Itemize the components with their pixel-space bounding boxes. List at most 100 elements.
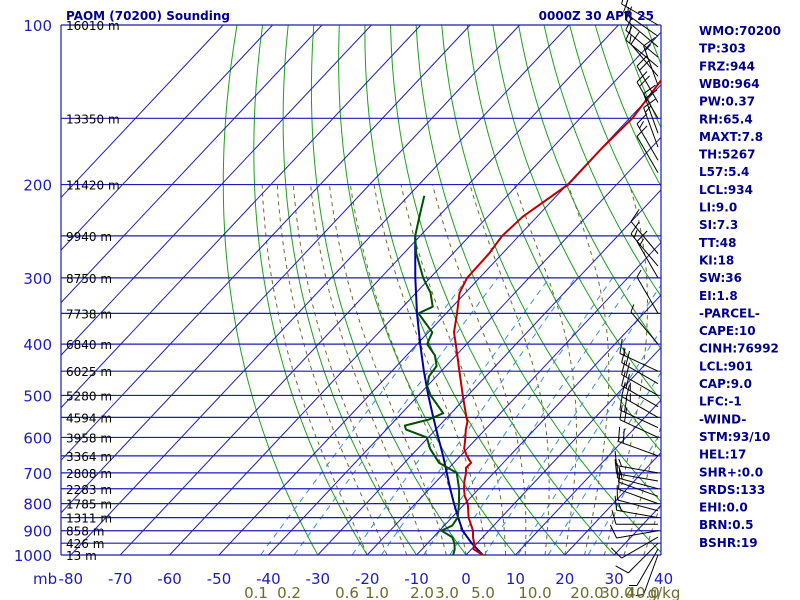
pressure-tick-label: 600 bbox=[23, 429, 52, 447]
wind-barb bbox=[609, 524, 659, 539]
temperature-tick-label: 30 bbox=[605, 570, 624, 588]
pressure-tick-label: 500 bbox=[23, 388, 52, 406]
mixing-ratio-tick-label: 5.0 bbox=[471, 584, 495, 600]
wind-barb bbox=[610, 536, 659, 559]
index-value: TT:48 bbox=[699, 236, 737, 250]
height-tick-label: 3958 m bbox=[66, 431, 112, 445]
pressure-unit-label: mb bbox=[33, 570, 57, 588]
height-tick-label: 9940 m bbox=[66, 230, 112, 244]
index-value: CINH:76992 bbox=[699, 342, 779, 356]
sounding-time: 0000Z 30 APR 25 bbox=[539, 9, 654, 23]
wind-barb bbox=[621, 382, 659, 418]
index-value: SRDS:133 bbox=[699, 483, 765, 497]
mixing-ratio-line bbox=[517, 329, 661, 555]
wind-barb bbox=[628, 548, 659, 586]
temperature-tick-label: -10 bbox=[404, 570, 429, 588]
height-tick-label: 13 m bbox=[66, 549, 97, 563]
temperature-tick-label: 20 bbox=[555, 570, 574, 588]
temperature-tick-label: -70 bbox=[108, 570, 133, 588]
pressure-tick-label: 700 bbox=[23, 465, 52, 483]
height-tick-label: 11420 m bbox=[66, 179, 120, 193]
height-tick-label: 858 m bbox=[66, 525, 104, 539]
isotherm bbox=[61, 25, 323, 304]
index-value: LFC:-1 bbox=[699, 395, 742, 409]
pressure-tick-label: 400 bbox=[23, 336, 52, 354]
isotherm bbox=[61, 25, 422, 409]
moist-adiabat bbox=[310, 184, 427, 555]
temperature-tick-label: 0 bbox=[461, 570, 471, 588]
wind-barb bbox=[616, 485, 659, 512]
index-value: BSHR:19 bbox=[699, 536, 758, 550]
index-value: BRN:0.5 bbox=[699, 518, 754, 532]
mixing-ratio-line bbox=[547, 371, 661, 555]
moist-adiabat bbox=[328, 184, 447, 555]
mixing-ratio-tick-label: 40.0 bbox=[626, 584, 659, 600]
wind-barb bbox=[621, 371, 659, 408]
moist-adiabat bbox=[400, 184, 506, 555]
wind-barb bbox=[630, 209, 659, 254]
isotherm bbox=[61, 25, 224, 199]
wind-barb bbox=[621, 360, 659, 396]
index-value: EHI:0.0 bbox=[699, 501, 748, 515]
mixing-ratio-tick-label: 0.6 bbox=[335, 584, 359, 600]
index-value: FRZ:944 bbox=[699, 59, 755, 73]
temperature-tick-label: 40 bbox=[654, 570, 673, 588]
mixing-ratio-tick-label: 30.0 bbox=[600, 584, 633, 600]
index-value: KI:18 bbox=[699, 253, 734, 267]
index-value: EI:1.8 bbox=[699, 289, 738, 303]
height-tick-label: 2283 m bbox=[66, 483, 112, 497]
isotherm bbox=[61, 25, 273, 251]
wind-barb bbox=[614, 495, 659, 519]
height-tick-label: 6840 m bbox=[66, 338, 112, 352]
mixing-ratio-tick-label: 10.0 bbox=[518, 584, 551, 600]
wind-barb bbox=[636, 71, 659, 119]
wind-barb bbox=[643, 84, 659, 134]
wind-barb bbox=[615, 542, 659, 574]
wind-barb bbox=[636, 55, 659, 103]
index-value: -PARCEL- bbox=[699, 306, 760, 320]
isotherm bbox=[564, 451, 661, 555]
wind-barb bbox=[611, 510, 659, 525]
mixing-ratio-tick-label: 3.0 bbox=[435, 584, 459, 600]
index-value: PW:0.37 bbox=[699, 95, 755, 109]
index-value: CAPE:10 bbox=[699, 324, 756, 338]
isotherm bbox=[366, 241, 661, 555]
height-tick-label: 4594 m bbox=[66, 411, 112, 425]
moist-adiabat bbox=[469, 184, 550, 555]
isotherm bbox=[218, 84, 661, 555]
height-tick-label: 6025 m bbox=[66, 365, 112, 379]
mixing-ratio-line bbox=[483, 284, 661, 555]
wind-barb-column bbox=[609, 0, 659, 597]
mixing-ratio-tick-label: 1.0 bbox=[365, 584, 389, 600]
temperature-tick-label: -20 bbox=[355, 570, 380, 588]
parcel-trace bbox=[414, 235, 484, 555]
index-value: HEL:17 bbox=[699, 448, 746, 462]
isotherm bbox=[515, 399, 661, 555]
dry-adiabat bbox=[441, 25, 661, 503]
height-tick-label: 3364 m bbox=[66, 450, 112, 464]
moist-adiabat bbox=[349, 184, 467, 555]
height-tick-label: 16010 m bbox=[66, 19, 120, 33]
wind-barb bbox=[636, 269, 659, 314]
index-value: LI:9.0 bbox=[699, 201, 737, 215]
station-title: PAOM (70200) Sounding bbox=[66, 9, 230, 23]
mixing-ratio-line bbox=[380, 277, 576, 555]
index-value: SI:7.3 bbox=[699, 218, 738, 232]
wind-barb bbox=[614, 459, 659, 482]
dry-adiabat bbox=[338, 25, 516, 555]
height-tick-label: 7738 m bbox=[66, 307, 112, 321]
moist-adiabat bbox=[643, 501, 661, 555]
isotherm bbox=[61, 25, 520, 514]
stability-indices: WMO:70200 TP:303 FRZ:944 WB0:964 PW:0.37 RH:6… bbox=[699, 24, 781, 550]
height-tick-label: 5280 m bbox=[66, 390, 112, 404]
isotherm bbox=[70, 25, 570, 555]
isotherm bbox=[61, 25, 471, 462]
wind-barb bbox=[619, 339, 659, 372]
temperature-tick-label: -30 bbox=[306, 570, 331, 588]
wind-barb bbox=[630, 221, 659, 267]
height-tick-label: 13350 m bbox=[66, 112, 120, 126]
isotherm bbox=[268, 136, 661, 555]
height-tick-label: 8750 m bbox=[66, 272, 112, 286]
wind-barb bbox=[619, 395, 659, 429]
